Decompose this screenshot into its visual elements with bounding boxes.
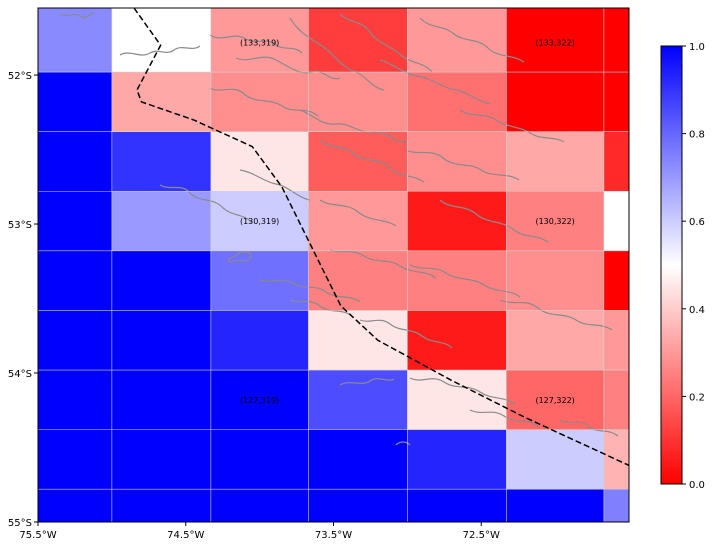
heatmap-cell	[308, 72, 408, 132]
y-tick-label: 53°S	[8, 220, 32, 231]
cell-annotation-label: (127,319)	[240, 396, 279, 405]
x-tick-label: 72.5°W	[463, 530, 500, 541]
heatmap-cell	[111, 72, 211, 132]
heatmap-cell	[308, 8, 408, 73]
heatmap-cell	[38, 8, 112, 73]
heatmap-cell	[38, 131, 112, 192]
heatmap-cell	[603, 429, 629, 490]
heatmap-cell	[111, 8, 211, 73]
heatmap-cell	[38, 191, 112, 251]
heatmap-cell	[603, 131, 629, 192]
heatmap-cell	[111, 131, 211, 192]
heatmap-cell	[308, 489, 408, 522]
x-axis: 75.5°W 74.5°W 73.5°W 72.5°W	[19, 522, 500, 541]
heatmap-cell	[407, 72, 507, 132]
heatmap-cell	[111, 370, 211, 430]
heatmap-cell	[308, 429, 408, 490]
heatmap-cell	[603, 191, 629, 251]
heatmap-cell	[111, 191, 211, 251]
heatmap-cell	[603, 489, 629, 522]
heatmap-cell	[603, 370, 629, 430]
heatmap-cell	[603, 310, 629, 371]
heatmap-cell	[506, 72, 604, 132]
colorbar-tick-label: 0.4	[689, 305, 705, 316]
heatmap-cell	[506, 310, 604, 371]
colorbar-tick-label: 0.2	[689, 392, 705, 403]
heatmap-cell	[407, 489, 507, 522]
heatmap-cell	[506, 131, 604, 192]
cell-annotation-label: (130,322)	[535, 217, 574, 226]
heatmap-cell	[308, 250, 408, 311]
heatmap-cell	[210, 72, 309, 132]
heatmap-cell	[210, 131, 309, 192]
heatmap-cell	[111, 310, 211, 371]
heatmap-cell	[38, 489, 112, 522]
heatmap-cell	[506, 250, 604, 311]
colorbar-tick-label: 0.6	[689, 217, 705, 228]
x-tick-label: 74.5°W	[167, 530, 204, 541]
heatmap-cells	[38, 8, 629, 522]
heatmap-cell	[111, 489, 211, 522]
heatmap-cell	[38, 370, 112, 430]
heatmap-cell	[407, 8, 507, 73]
heatmap-cell	[506, 191, 604, 251]
heatmap-cell	[407, 250, 507, 311]
heatmap-cell	[111, 250, 211, 311]
coastline-contours	[59, 11, 619, 446]
heatmap-cell	[603, 72, 629, 132]
colorbar	[660, 45, 683, 485]
y-tick-label: 55°S	[8, 518, 32, 529]
heatmap-cell	[38, 429, 112, 490]
x-tick-label: 73.5°W	[315, 530, 352, 541]
heatmap-cell	[407, 429, 507, 490]
grid-lines	[38, 8, 629, 522]
heatmap-cell	[506, 370, 604, 430]
heatmap-cell	[407, 131, 507, 192]
colorbar-tick-label: 0.0	[689, 480, 705, 491]
heatmap-cell	[111, 429, 211, 490]
heatmap-cell	[210, 429, 309, 490]
heatmap-cell	[38, 72, 112, 132]
cell-annotation-label: (130,319)	[240, 217, 279, 226]
colorbar-tick-label: 0.8	[689, 130, 705, 141]
colorbar-tick-label: 1.0	[689, 42, 705, 53]
y-tick-label: 54°S	[8, 369, 32, 380]
x-tick-label: 75.5°W	[19, 530, 56, 541]
y-tick-label: 52°S	[8, 71, 32, 82]
heatmap-cell	[210, 370, 309, 430]
heatmap-cell	[210, 191, 309, 251]
cell-annotation-label: (133,322)	[535, 38, 574, 47]
y-axis: 52°S 53°S 54°S 55°S	[8, 71, 38, 529]
heatmap-cell	[210, 310, 309, 371]
heatmap-cell	[308, 131, 408, 192]
heatmap-cell	[38, 250, 112, 311]
heatmap-cell	[407, 310, 507, 371]
heatmap-cell	[308, 370, 408, 430]
heatmap-cell	[506, 489, 604, 522]
heatmap-cell	[308, 310, 408, 371]
cell-annotation-label: (133,319)	[240, 38, 279, 47]
heatmap-cell	[210, 489, 309, 522]
cell-annotation-label: (127,322)	[535, 396, 574, 405]
heatmap-cell	[210, 8, 309, 73]
colorbar-ticks: 0.0 0.2 0.4 0.6 0.8 1.0	[682, 42, 705, 491]
heatmap-cell	[506, 429, 604, 490]
heatmap-cell	[38, 310, 112, 371]
cell-annotations: (133,319) (133,322) (130,319) (130,322) (127…	[240, 38, 575, 405]
heatmap-cell	[308, 191, 408, 251]
heatmap-cell	[603, 250, 629, 311]
heatmap-cell	[603, 8, 629, 73]
